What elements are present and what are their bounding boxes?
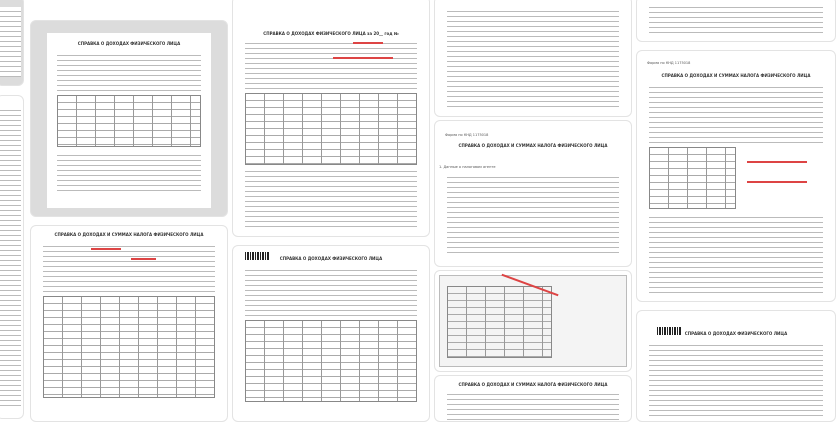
document-page: СПРАВКА О ДОХОДАХ ФИЗИЧЕСКОГО ЛИЦА xyxy=(46,32,212,209)
result-thumbnail[interactable]: Форма по КНД 1175018 СПРАВКА О ДОХОДАХ И… xyxy=(434,120,632,267)
result-thumbnail[interactable]: СПРАВКА О ДОХОДАХ И СУММАХ НАЛОГА ФИЗИЧЕ… xyxy=(434,375,632,422)
text-lines xyxy=(446,390,620,420)
red-annotation xyxy=(747,161,807,163)
document-title: СПРАВКА О ДОХОДАХ ФИЗИЧЕСКОГО ЛИЦА xyxy=(684,331,788,336)
text-lines xyxy=(648,341,824,416)
text-lines xyxy=(244,266,418,316)
result-thumbnail[interactable] xyxy=(434,270,632,372)
text-lines xyxy=(648,83,824,143)
software-screenshot xyxy=(439,273,627,367)
document-title: СПРАВКА О ДОХОДАХ И СУММАХ НАЛОГА ФИЗИЧЕ… xyxy=(54,232,204,237)
result-thumbnail[interactable] xyxy=(0,95,24,419)
red-annotation xyxy=(131,258,156,260)
document-title: СПРАВКА О ДОХОДАХ И СУММАХ НАЛОГА ФИЗИЧЕ… xyxy=(458,143,608,148)
text-lines xyxy=(244,167,418,227)
red-annotation xyxy=(91,248,121,250)
result-thumbnail[interactable]: СПРАВКА О ДОХОДАХ ФИЗИЧЕСКОГО ЛИЦА за 20… xyxy=(232,0,430,237)
document-title: СПРАВКА О ДОХОДАХ ФИЗИЧЕСКОГО ЛИЦА xyxy=(279,256,383,261)
text-lines xyxy=(446,173,620,253)
form-table xyxy=(648,147,736,209)
text-lines xyxy=(56,50,202,91)
form-table xyxy=(56,94,202,147)
text-lines xyxy=(0,7,22,77)
red-annotation xyxy=(747,181,807,183)
text-lines xyxy=(648,213,824,293)
barcode xyxy=(657,327,681,335)
text-lines xyxy=(0,106,22,406)
document-title: СПРАВКА О ДОХОДАХ ФИЗИЧЕСКОГО ЛИЦА xyxy=(77,40,181,46)
section-heading: 1. Данные о налоговом агенте xyxy=(439,165,496,169)
text-lines xyxy=(648,3,824,33)
document-title: СПРАВКА О ДОХОДАХ И СУММАХ НАЛОГА ФИЗИЧЕ… xyxy=(458,382,608,387)
text-lines xyxy=(244,39,418,89)
text-lines xyxy=(446,7,620,107)
document-title: СПРАВКА О ДОХОДАХ И СУММАХ НАЛОГА ФИЗИЧЕ… xyxy=(661,73,811,78)
result-thumbnail[interactable]: СПРАВКА О ДОХОДАХ И СУММАХ НАЛОГА ФИЗИЧЕ… xyxy=(30,225,228,422)
result-thumbnail[interactable] xyxy=(434,0,632,117)
red-annotation xyxy=(353,42,383,44)
result-thumbnail[interactable]: Форма по КНД 1175018 СПРАВКА О ДОХОДАХ И… xyxy=(636,50,836,302)
form-table xyxy=(42,296,216,398)
form-table xyxy=(244,320,418,402)
result-thumbnail[interactable]: СПРАВКА О ДОХОДАХ ФИЗИЧЕСКОГО ЛИЦА xyxy=(30,20,228,217)
red-annotation xyxy=(333,57,393,59)
result-thumbnail[interactable] xyxy=(0,0,24,86)
form-code: Форма по КНД 1175018 xyxy=(445,133,489,137)
result-thumbnail[interactable] xyxy=(636,0,836,42)
text-lines xyxy=(56,150,202,191)
spreadsheet-grid xyxy=(447,286,552,358)
text-lines xyxy=(42,242,216,292)
form-code: Форма по КНД 1175018 xyxy=(647,61,691,65)
result-thumbnail[interactable]: СПРАВКА О ДОХОДАХ ФИЗИЧЕСКОГО ЛИЦА xyxy=(232,245,430,422)
barcode xyxy=(245,252,269,260)
document-title: СПРАВКА О ДОХОДАХ ФИЗИЧЕСКОГО ЛИЦА за 20… xyxy=(263,31,399,36)
form-table xyxy=(244,93,418,165)
result-thumbnail[interactable]: СПРАВКА О ДОХОДАХ ФИЗИЧЕСКОГО ЛИЦА xyxy=(636,310,836,422)
